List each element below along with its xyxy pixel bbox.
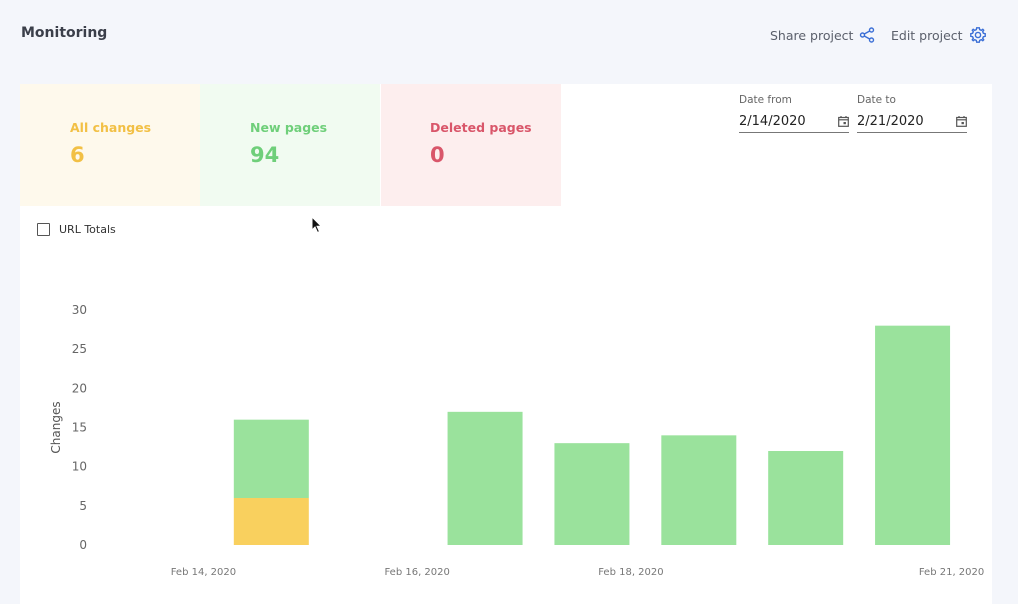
y-tick-label: 20 [72, 381, 87, 395]
gear-icon [969, 26, 987, 44]
all-changes-stat[interactable]: All changes 6 [20, 84, 200, 206]
url-totals-toggle[interactable]: URL Totals [37, 223, 116, 236]
date-from-input[interactable]: 2/14/2020 [739, 110, 849, 133]
deleted-pages-label: Deleted pages [430, 120, 532, 135]
date-to-label: Date to [857, 94, 896, 106]
x-tick-label: Feb 14, 2020 [171, 567, 236, 578]
x-tick-label: Feb 21, 2020 [919, 567, 984, 578]
edit-project-label: Edit project [891, 27, 963, 43]
all-changes-value: 6 [70, 143, 85, 167]
y-tick-label: 0 [79, 538, 87, 552]
date-from-field: Date from 2/14/2020 [739, 94, 849, 133]
y-tick-label: 30 [72, 303, 87, 317]
all-changes-label: All changes [70, 120, 152, 135]
date-to-value: 2/21/2020 [857, 113, 924, 129]
bar-all-changes [233, 498, 309, 545]
y-axis-label: Changes [49, 401, 63, 453]
bar-new-pages [233, 419, 309, 498]
page-header: Monitoring Share project Edit project [0, 0, 1018, 68]
new-pages-label: New pages [250, 120, 328, 135]
date-from-label: Date from [739, 94, 792, 106]
changes-chart: 0 5 10 15 20 25 30 Changes Feb 14, 2020 Feb 16, 2… [49, 303, 984, 578]
share-project-label: Share project [770, 27, 854, 43]
y-tick-label: 15 [72, 421, 87, 435]
bar-new-pages [554, 443, 630, 545]
date-to-input[interactable]: 2/21/2020 [857, 110, 967, 133]
x-tick-label: Feb 16, 2020 [384, 567, 449, 578]
date-to-field: Date to 2/21/2020 [857, 94, 967, 133]
y-tick-label: 10 [72, 460, 87, 474]
calendar-icon[interactable] [838, 112, 849, 131]
edit-project-button[interactable]: Edit project [891, 25, 987, 45]
url-totals-label: URL Totals [59, 223, 116, 236]
bar-new-pages [768, 451, 844, 545]
bar-new-pages [447, 411, 523, 545]
calendar-icon[interactable] [956, 112, 967, 131]
bar-new-pages [875, 325, 951, 545]
share-project-button[interactable]: Share project [770, 25, 875, 45]
date-from-value: 2/14/2020 [739, 113, 806, 129]
new-pages-stat[interactable]: New pages 94 [200, 84, 380, 206]
deleted-pages-value: 0 [430, 143, 445, 167]
bar-new-pages [661, 435, 737, 545]
new-pages-value: 94 [250, 143, 280, 167]
page-title: Monitoring [21, 25, 108, 41]
y-tick-label: 5 [79, 499, 87, 513]
x-tick-label: Feb 18, 2020 [598, 567, 663, 578]
mouse-cursor-icon [311, 215, 323, 238]
monitoring-card: All changes 6 New pages 94 Deleted pages… [20, 84, 992, 604]
deleted-pages-stat[interactable]: Deleted pages 0 [381, 84, 561, 206]
url-totals-checkbox[interactable] [37, 223, 50, 236]
y-tick-label: 25 [72, 342, 87, 356]
share-icon [859, 27, 875, 43]
